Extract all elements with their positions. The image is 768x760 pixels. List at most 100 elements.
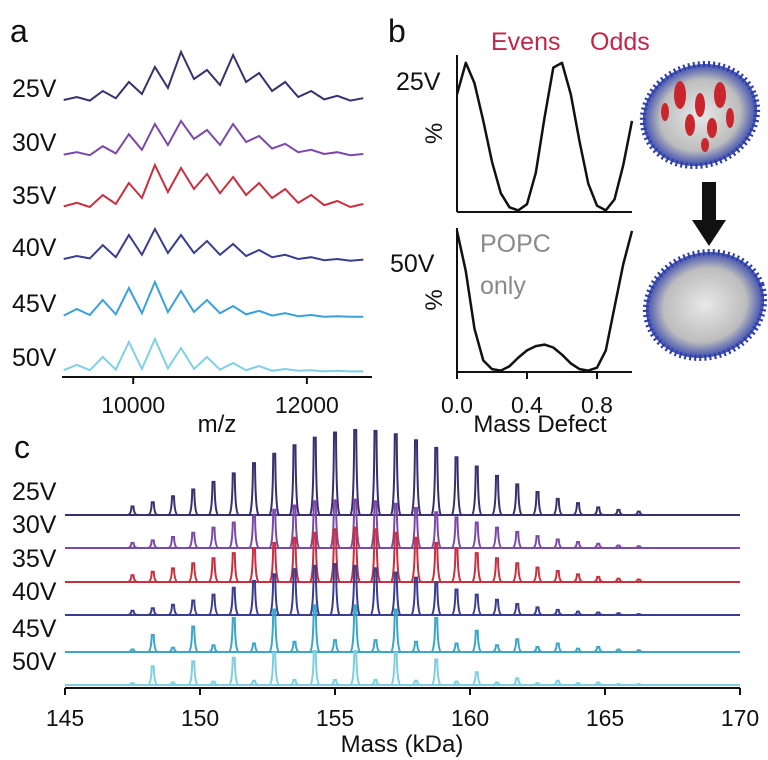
peak [268, 651, 280, 686]
x-tick-label: 155 [316, 705, 354, 731]
peak [248, 514, 260, 549]
annotation: POPC [480, 230, 551, 258]
spectrum-line [63, 279, 364, 318]
peak [491, 474, 503, 516]
peak [451, 680, 462, 686]
spectrum-line [63, 226, 364, 262]
peak [369, 500, 382, 549]
peak [572, 573, 584, 583]
series-label: 35V [12, 545, 57, 573]
peak [329, 563, 341, 616]
x-axis-label: Mass (kDa) [341, 731, 464, 758]
peak [613, 544, 624, 549]
peak [491, 557, 503, 583]
peak [430, 658, 442, 686]
peak [613, 612, 624, 616]
peak [370, 678, 381, 686]
peak [491, 644, 503, 653]
peak [268, 452, 281, 516]
peak [289, 678, 300, 686]
peak [369, 567, 382, 616]
annotation: Evens [491, 28, 560, 56]
peak [572, 647, 584, 653]
peak [389, 531, 402, 583]
peak [147, 634, 159, 653]
peak [309, 650, 321, 686]
peak [349, 429, 362, 516]
spectrum-line [63, 119, 364, 157]
peak [248, 679, 260, 686]
peak [410, 679, 422, 686]
peak [127, 682, 138, 686]
peak [389, 608, 402, 653]
peak [450, 547, 463, 583]
peak [248, 580, 260, 616]
peak [329, 499, 341, 549]
peak [613, 577, 624, 583]
peak [167, 603, 179, 616]
peak [308, 604, 321, 653]
spectrum-line [63, 162, 364, 209]
peak [593, 611, 604, 616]
x-tick-label: 160 [451, 705, 489, 731]
peak [288, 536, 301, 583]
peak [147, 607, 158, 616]
series-label: 50V [12, 648, 57, 676]
peak [552, 538, 563, 549]
peak [572, 502, 584, 516]
peak [227, 472, 240, 516]
peak [633, 578, 644, 583]
peak [187, 562, 199, 583]
peak [633, 649, 644, 653]
peak [349, 604, 362, 653]
series-label: 30V [12, 511, 57, 539]
peak [410, 507, 422, 549]
curve [455, 61, 634, 212]
panel-letter: b [388, 13, 406, 49]
peak [410, 536, 422, 583]
peak [593, 645, 604, 653]
peak [430, 511, 442, 549]
peak [593, 506, 604, 516]
peak [208, 680, 219, 686]
peak [268, 573, 281, 616]
peak [147, 665, 159, 686]
peak [410, 439, 422, 516]
peak [288, 444, 301, 516]
peak [308, 564, 321, 616]
peak [552, 679, 563, 686]
peak [613, 683, 624, 686]
peak [532, 566, 543, 583]
peak [248, 642, 260, 653]
peak [430, 446, 443, 516]
annotation: Odds [590, 28, 650, 56]
peak [389, 571, 402, 616]
series-label: 50V [390, 250, 435, 278]
peak [349, 498, 362, 549]
peak [552, 569, 563, 583]
panel-letter: c [14, 429, 30, 465]
peak [329, 431, 341, 516]
peak [329, 528, 341, 583]
peak [430, 541, 442, 583]
peak [512, 638, 523, 653]
peak [268, 608, 281, 653]
x-tick-label: 150 [181, 705, 219, 731]
spectrum-line [63, 336, 364, 373]
peak [329, 639, 341, 653]
peak [471, 552, 483, 583]
peak [127, 505, 138, 516]
peak [410, 576, 422, 616]
peak [308, 531, 321, 583]
peak [593, 575, 604, 583]
peak [511, 562, 523, 583]
peak [248, 547, 260, 583]
x-tick-label: 10000 [101, 392, 165, 418]
x-axis-label: m/z [198, 411, 237, 438]
x-tick-label: 0.4 [511, 392, 543, 418]
peak [208, 593, 219, 616]
peak [289, 640, 300, 653]
peak [532, 535, 543, 549]
peak [552, 608, 563, 616]
